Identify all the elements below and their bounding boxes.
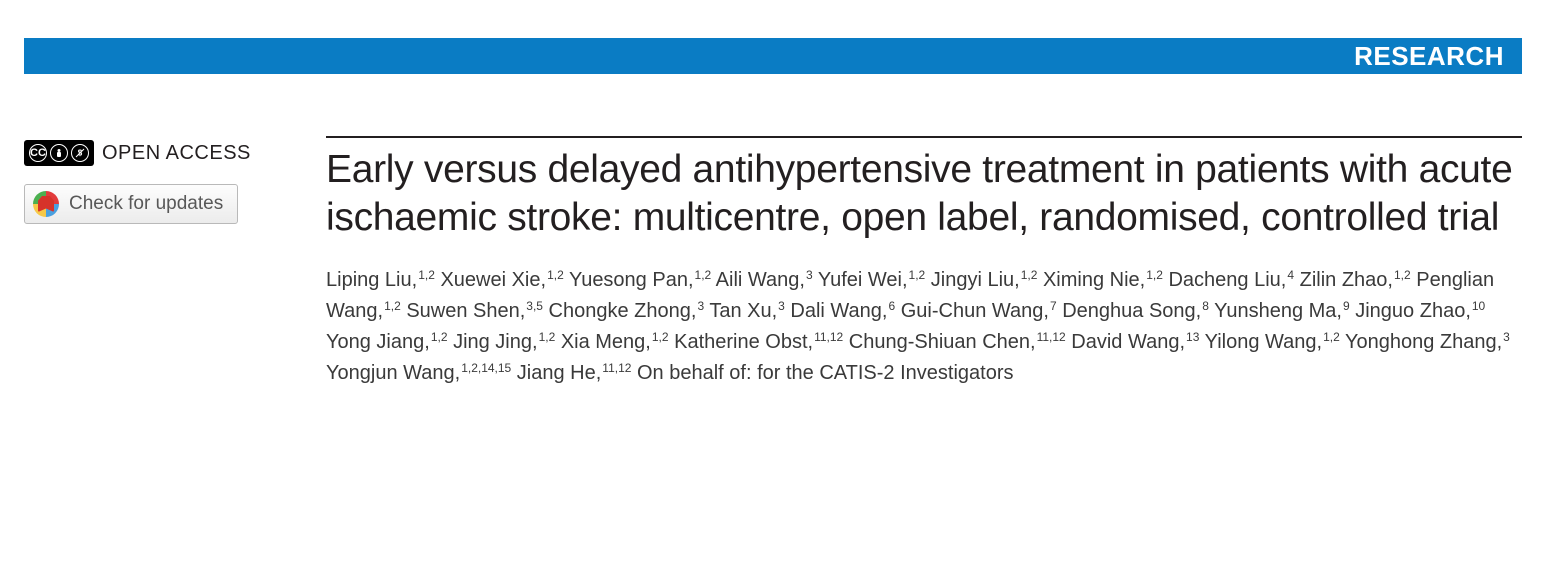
author-affiliation: 4	[1287, 268, 1294, 282]
author: David Wang,13	[1071, 331, 1199, 353]
author: Yong Jiang,1,2	[326, 331, 448, 353]
open-access-label: OPEN ACCESS	[102, 142, 251, 165]
author: Chongke Zhong,3	[549, 300, 705, 322]
author: Gui-Chun Wang,7	[901, 300, 1057, 322]
author-affiliation: 3	[697, 299, 704, 313]
author: Jingyi Liu,1,2	[931, 269, 1038, 291]
author: Denghua Song,8	[1062, 300, 1209, 322]
article-title: Early versus delayed antihypertensive tr…	[326, 146, 1522, 241]
section-banner: RESEARCH	[24, 38, 1522, 74]
nc-icon: $	[71, 144, 89, 162]
author-list: Liping Liu,1,2 Xuewei Xie,1,2 Yuesong Pa…	[326, 265, 1522, 389]
author-affiliation: 11,12	[602, 361, 631, 375]
author-affiliation: 1,2	[539, 330, 556, 344]
author-affiliation: 7	[1050, 299, 1057, 313]
author: Jing Jing,1,2	[453, 331, 555, 353]
author-affiliation: 3,5	[526, 299, 543, 313]
on-behalf-text: On behalf of: for the CATIS-2 Investigat…	[637, 362, 1013, 384]
author-affiliation: 1,2	[909, 268, 926, 282]
author-affiliation: 13	[1186, 330, 1199, 344]
author-affiliation: 3	[806, 268, 813, 282]
author: Yonghong Zhang,3	[1345, 331, 1510, 353]
check-updates-label: Check for updates	[69, 193, 223, 215]
title-rule	[326, 136, 1522, 138]
author-affiliation: 1,2	[1021, 268, 1038, 282]
author: Yuesong Pan,1,2	[569, 269, 711, 291]
author: Yufei Wei,1,2	[818, 269, 925, 291]
open-access-row: CC $ OPEN ACCESS	[24, 140, 294, 166]
author-affiliation: 3	[778, 299, 785, 313]
author: Aili Wang,3	[716, 269, 813, 291]
author-affiliation: 10	[1472, 299, 1485, 313]
author-affiliation: 8	[1202, 299, 1209, 313]
author: Ximing Nie,1,2	[1043, 269, 1163, 291]
author: Yongjun Wang,1,2,14,15	[326, 362, 511, 384]
author: Dacheng Liu,4	[1168, 269, 1294, 291]
author-affiliation: 6	[888, 299, 895, 313]
author-affiliation: 1,2	[1323, 330, 1340, 344]
cc-license-icon: CC $	[24, 140, 94, 166]
author-affiliation: 1,2	[418, 268, 435, 282]
author: Tan Xu,3	[709, 300, 785, 322]
author: Suwen Shen,3,5	[406, 300, 543, 322]
section-label: RESEARCH	[1354, 41, 1504, 72]
author: Xuewei Xie,1,2	[440, 269, 563, 291]
author-affiliation: 1,2	[652, 330, 669, 344]
author: Yilong Wang,1,2	[1205, 331, 1340, 353]
author-affiliation: 3	[1503, 330, 1510, 344]
author: Jiang He,11,12	[517, 362, 632, 384]
article-header: CC $ OPEN ACCESS Check for updates Early…	[24, 136, 1522, 389]
author: Liping Liu,1,2	[326, 269, 435, 291]
author: Dali Wang,6	[790, 300, 895, 322]
author-affiliation: 1,2	[431, 330, 448, 344]
by-icon	[50, 144, 68, 162]
author-affiliation: 1,2,14,15	[461, 361, 511, 375]
author-affiliation: 1,2	[695, 268, 712, 282]
author-affiliation: 1,2	[547, 268, 564, 282]
author-affiliation: 9	[1343, 299, 1350, 313]
crossmark-icon	[33, 191, 59, 217]
author: Jinguo Zhao,10	[1355, 300, 1485, 322]
author: Yunsheng Ma,9	[1214, 300, 1350, 322]
author-affiliation: 1,2	[384, 299, 401, 313]
author: Xia Meng,1,2	[561, 331, 669, 353]
article-main: Early versus delayed antihypertensive tr…	[294, 136, 1522, 389]
author: Chung-Shiuan Chen,11,12	[849, 331, 1066, 353]
author-affiliation: 11,12	[1037, 330, 1066, 344]
cc-icon: CC	[29, 144, 47, 162]
check-updates-button[interactable]: Check for updates	[24, 184, 238, 224]
author: Zilin Zhao,1,2	[1300, 269, 1411, 291]
author-affiliation: 11,12	[814, 330, 843, 344]
author-affiliation: 1,2	[1394, 268, 1411, 282]
author: Katherine Obst,11,12	[674, 331, 843, 353]
sidebar: CC $ OPEN ACCESS Check for updates	[24, 136, 294, 389]
author-affiliation: 1,2	[1146, 268, 1163, 282]
